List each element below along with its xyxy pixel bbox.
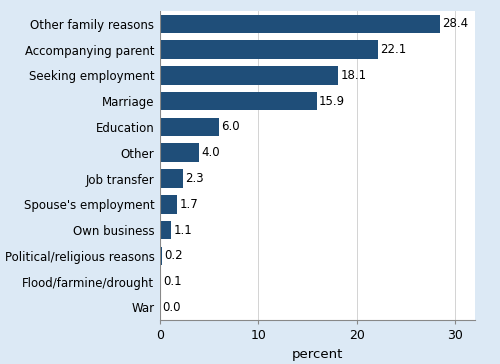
Text: 1.7: 1.7 — [179, 198, 198, 211]
Bar — [160, 195, 176, 214]
Text: 22.1: 22.1 — [380, 43, 406, 56]
Text: 0.2: 0.2 — [164, 249, 183, 262]
Bar — [160, 118, 219, 136]
Text: 6.0: 6.0 — [222, 120, 240, 134]
Bar — [160, 221, 171, 240]
Bar — [160, 169, 182, 188]
Text: 0.0: 0.0 — [162, 301, 181, 314]
Bar — [160, 66, 338, 85]
Text: 0.1: 0.1 — [164, 275, 182, 288]
Bar — [160, 272, 161, 291]
Bar — [160, 143, 200, 162]
Bar — [160, 246, 162, 265]
Bar — [160, 15, 439, 33]
Bar — [160, 92, 316, 110]
Text: 15.9: 15.9 — [319, 95, 345, 108]
Text: 4.0: 4.0 — [202, 146, 220, 159]
Text: 18.1: 18.1 — [340, 69, 367, 82]
Bar — [160, 40, 378, 59]
Text: 1.1: 1.1 — [174, 223, 192, 237]
X-axis label: percent: percent — [292, 348, 343, 361]
Text: 2.3: 2.3 — [185, 172, 204, 185]
Text: 28.4: 28.4 — [442, 17, 468, 30]
